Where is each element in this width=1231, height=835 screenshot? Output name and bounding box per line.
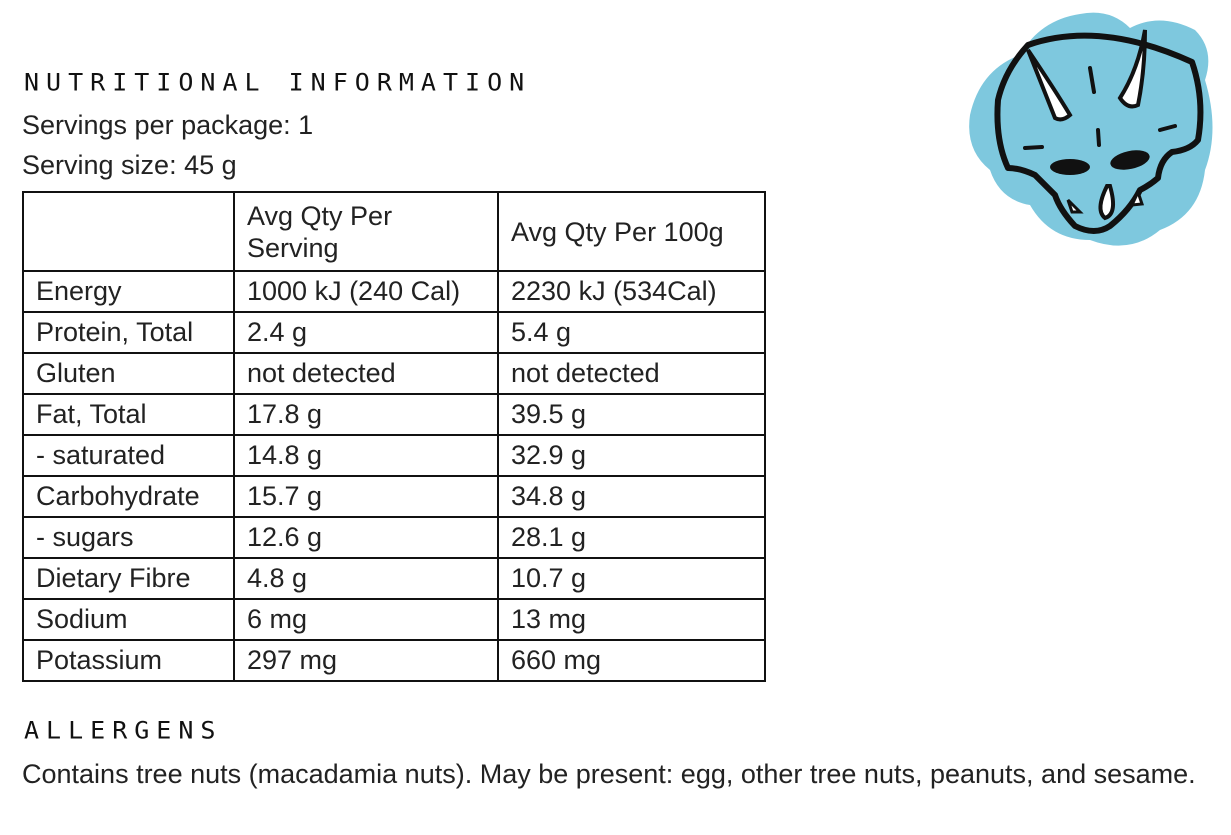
per-serving-value: 2.4 g: [233, 311, 499, 354]
per-100g-value: 28.1 g: [497, 516, 766, 559]
per-100g-value: 32.9 g: [497, 434, 766, 477]
nutrient-name: Energy: [22, 270, 235, 313]
per-serving-value: 4.8 g: [233, 557, 499, 600]
per-100g-value: 39.5 g: [497, 393, 766, 436]
nutrient-name: Protein, Total: [22, 311, 235, 354]
table-row: Energy 1000 kJ (240 Cal) 2230 kJ (534Cal): [22, 270, 766, 313]
per-serving-value: 12.6 g: [233, 516, 499, 559]
nutritional-information-heading: NUTRITIONAL INFORMATION: [24, 68, 532, 97]
per-serving-value: 17.8 g: [233, 393, 499, 436]
serving-size: Serving size: 45 g: [22, 150, 237, 180]
per-serving-value: 14.8 g: [233, 434, 499, 477]
table-row: Gluten not detected not detected: [22, 352, 766, 395]
table-row: Carbohydrate 15.7 g 34.8 g: [22, 475, 766, 518]
nutrient-name: Gluten: [22, 352, 235, 395]
table-row: - sugars 12.6 g 28.1 g: [22, 516, 766, 559]
nutrient-name: Potassium: [22, 639, 235, 682]
per-serving-value: not detected: [233, 352, 499, 395]
per-100g-value: 10.7 g: [497, 557, 766, 600]
table-row: Fat, Total 17.8 g 39.5 g: [22, 393, 766, 436]
per-serving-value: 297 mg: [233, 639, 499, 682]
per-100g-value: 660 mg: [497, 639, 766, 682]
table-row: Protein, Total 2.4 g 5.4 g: [22, 311, 766, 354]
per-100g-value: 34.8 g: [497, 475, 766, 518]
table-row: Potassium 297 mg 660 mg: [22, 639, 766, 682]
table-row: Dietary Fibre 4.8 g 10.7 g: [22, 557, 766, 600]
allergens-heading: ALLERGENS: [24, 716, 223, 745]
table-row: Sodium 6 mg 13 mg: [22, 598, 766, 641]
per-serving-value: 1000 kJ (240 Cal): [233, 270, 499, 313]
per-serving-value: 15.7 g: [233, 475, 499, 518]
per-100g-value: 13 mg: [497, 598, 766, 641]
nutrition-table: Avg Qty Per Serving Avg Qty Per 100g Ene…: [22, 191, 766, 682]
per-100g-value: 5.4 g: [497, 311, 766, 354]
table-row: - saturated 14.8 g 32.9 g: [22, 434, 766, 477]
nutrient-name: - sugars: [22, 516, 235, 559]
nutrient-name: Sodium: [22, 598, 235, 641]
allergens-text: Contains tree nuts (macadamia nuts). May…: [22, 759, 1196, 789]
per-serving-value: 6 mg: [233, 598, 499, 641]
nutrient-name: Fat, Total: [22, 393, 235, 436]
nutrient-name: Dietary Fibre: [22, 557, 235, 600]
triceratops-skull-icon: [969, 12, 1213, 246]
header-cell: [22, 191, 235, 272]
per-100g-value: not detected: [497, 352, 766, 395]
nutrient-name: Carbohydrate: [22, 475, 235, 518]
header-cell: Avg Qty Per 100g: [497, 191, 766, 272]
per-100g-value: 2230 kJ (534Cal): [497, 270, 766, 313]
servings-per-package: Servings per package: 1: [22, 110, 314, 140]
header-cell: Avg Qty Per Serving: [233, 191, 499, 272]
table-header-row: Avg Qty Per Serving Avg Qty Per 100g: [22, 191, 766, 272]
nutrient-name: - saturated: [22, 434, 235, 477]
